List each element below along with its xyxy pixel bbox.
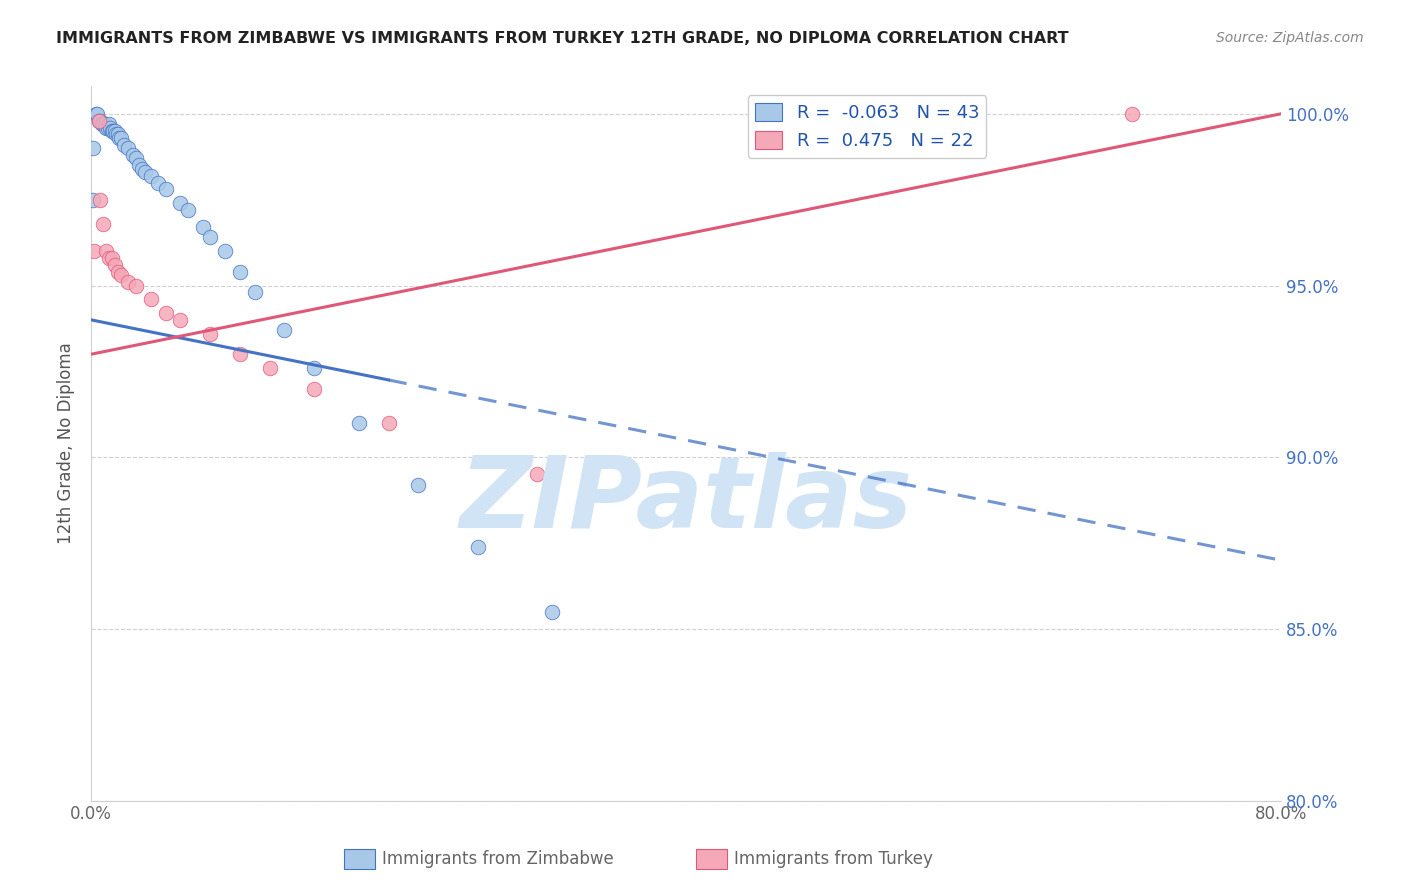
Point bbox=[139, 169, 162, 183]
Point bbox=[98, 117, 121, 131]
Point bbox=[377, 416, 399, 430]
Point bbox=[302, 382, 325, 396]
Point bbox=[83, 244, 105, 259]
Point bbox=[131, 161, 153, 176]
Text: Source: ZipAtlas.com: Source: ZipAtlas.com bbox=[1216, 31, 1364, 45]
Point bbox=[146, 176, 169, 190]
Text: ZIPatlas: ZIPatlas bbox=[460, 452, 912, 549]
Point bbox=[86, 107, 108, 121]
Legend: R =  -0.063   N = 43, R =  0.475   N = 22: R = -0.063 N = 43, R = 0.475 N = 22 bbox=[748, 95, 987, 158]
Point bbox=[302, 360, 325, 375]
Point bbox=[94, 120, 117, 135]
Point bbox=[191, 220, 214, 235]
Point bbox=[273, 323, 295, 337]
Point bbox=[125, 152, 148, 166]
Point bbox=[347, 416, 370, 430]
Point bbox=[155, 306, 177, 320]
Point bbox=[108, 131, 131, 145]
Text: Immigrants from Zimbabwe: Immigrants from Zimbabwe bbox=[382, 850, 614, 868]
Point bbox=[104, 124, 127, 138]
Point bbox=[84, 107, 107, 121]
Point bbox=[198, 230, 221, 244]
Point bbox=[82, 141, 104, 155]
Point bbox=[89, 193, 111, 207]
Point bbox=[98, 251, 121, 265]
Point bbox=[177, 202, 200, 217]
Point bbox=[110, 131, 132, 145]
Point bbox=[101, 124, 124, 138]
Point bbox=[107, 128, 129, 142]
Point bbox=[91, 117, 114, 131]
Point bbox=[229, 347, 252, 361]
Point bbox=[103, 124, 125, 138]
Y-axis label: 12th Grade, No Diploma: 12th Grade, No Diploma bbox=[58, 343, 75, 544]
Point bbox=[259, 360, 281, 375]
Point bbox=[91, 217, 114, 231]
Point bbox=[541, 605, 564, 619]
Point bbox=[155, 182, 177, 196]
Point bbox=[94, 244, 117, 259]
Point bbox=[100, 120, 122, 135]
Point bbox=[198, 326, 221, 341]
Point bbox=[96, 120, 118, 135]
Point bbox=[105, 128, 128, 142]
Text: IMMIGRANTS FROM ZIMBABWE VS IMMIGRANTS FROM TURKEY 12TH GRADE, NO DIPLOMA CORREL: IMMIGRANTS FROM ZIMBABWE VS IMMIGRANTS F… bbox=[56, 31, 1069, 46]
Point bbox=[128, 158, 150, 172]
Point bbox=[82, 193, 104, 207]
Point bbox=[243, 285, 266, 300]
Point bbox=[89, 113, 111, 128]
Point bbox=[117, 275, 139, 289]
Point bbox=[87, 113, 110, 128]
Point bbox=[87, 113, 110, 128]
Point bbox=[112, 137, 135, 152]
Point bbox=[169, 196, 191, 211]
Point bbox=[117, 141, 139, 155]
Point bbox=[125, 278, 148, 293]
Point bbox=[90, 117, 112, 131]
Point bbox=[93, 117, 115, 131]
Point bbox=[101, 251, 124, 265]
Point bbox=[1121, 107, 1143, 121]
Point bbox=[134, 165, 156, 179]
Point bbox=[169, 313, 191, 327]
Point bbox=[408, 477, 430, 491]
Point bbox=[467, 540, 489, 554]
Point bbox=[110, 268, 132, 283]
Point bbox=[139, 292, 162, 306]
Point bbox=[214, 244, 236, 259]
Point bbox=[229, 265, 252, 279]
Point bbox=[104, 258, 127, 272]
Point bbox=[526, 467, 548, 482]
Text: Immigrants from Turkey: Immigrants from Turkey bbox=[734, 850, 932, 868]
Point bbox=[121, 148, 143, 162]
Point bbox=[107, 265, 129, 279]
